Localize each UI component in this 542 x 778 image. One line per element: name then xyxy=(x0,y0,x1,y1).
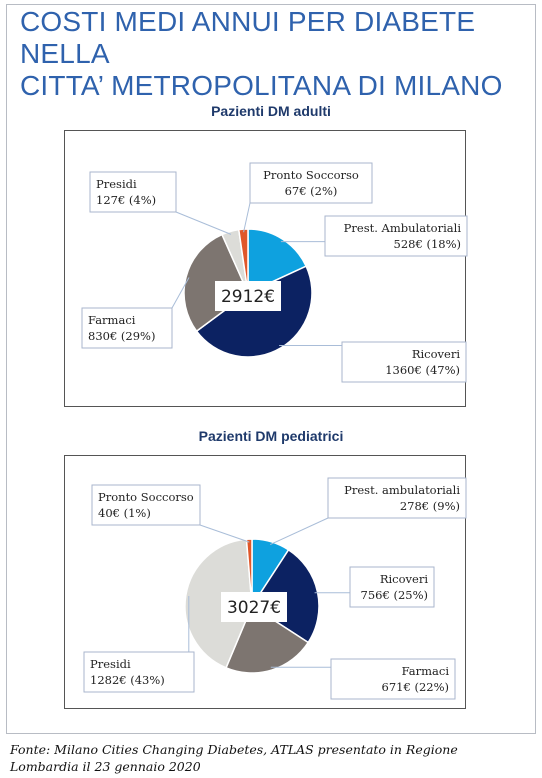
pediatric-slice-far xyxy=(225,604,310,674)
pediatric-leader-ps xyxy=(199,524,250,543)
page-title-line-1: COSTI MEDI ANNUI PER DIABETE NELLA xyxy=(20,6,476,69)
adult-leader-far xyxy=(171,277,190,309)
source-note-line-1: Fonte: Milano Cities Changing Diabetes, … xyxy=(10,742,458,757)
adult-leader-pre xyxy=(175,211,232,235)
adult-leader-lines xyxy=(171,202,342,346)
pediatric-label-pre-value: 1282€ (43%) xyxy=(90,673,165,687)
pediatric-slice-labels: Prest. ambulatoriali 278€ (9%) Ricoveri 756… xyxy=(83,477,467,700)
pediatric-label-ps-value: 40€ (1%) xyxy=(98,506,151,520)
adult-label-ps-value: 67€ (2%) xyxy=(285,184,338,198)
adult-label-amb-value: 528€ (18%) xyxy=(394,237,461,251)
pediatric-label-ric-name: Ricoveri xyxy=(380,572,429,586)
adult-slice-ps xyxy=(237,228,249,294)
pediatric-label-far: Farmaci 671€ (22%) xyxy=(330,658,456,700)
adult-label-ric-name: Ricoveri xyxy=(412,347,461,361)
pediatric-slice-pre xyxy=(184,538,253,669)
pediatric-label-ric-value: 756€ (25%) xyxy=(361,588,428,602)
pediatric-leader-lines xyxy=(188,517,350,668)
adult-label-pre: Presidi 127€ (4%) xyxy=(89,171,177,213)
adult-label-pre-name: Presidi xyxy=(96,177,137,191)
pediatric-label-ric: Ricoveri 756€ (25%) xyxy=(349,566,435,608)
adult-total-value: 2912€ xyxy=(221,287,275,307)
pediatric-label-ps: Pronto Soccorso 40€ (1%) xyxy=(91,484,201,526)
page-title-line-2: CITTA’ METROPOLITANA DI MILANO xyxy=(20,70,503,101)
pediatric-leader-amb xyxy=(269,517,329,546)
adult-slice-ric xyxy=(195,265,313,358)
adult-label-ps-name: Pronto Soccorso xyxy=(263,168,359,182)
pediatric-label-ps-name: Pronto Soccorso xyxy=(98,490,194,504)
pediatric-chart-box xyxy=(64,455,466,709)
adult-label-ric: Ricoveri 1360€ (47%) xyxy=(341,341,467,383)
adult-label-ps: Pronto Soccorso 67€ (2%) xyxy=(249,162,373,204)
adult-chart-box xyxy=(64,130,466,407)
adult-pie-slices xyxy=(183,228,313,358)
adult-pie-chart: Prest. Ambulatoriali 528€ (18%) Ricoveri 13… xyxy=(81,162,468,383)
adult-label-amb-name: Prest. Ambulatoriali xyxy=(344,221,462,235)
adult-total-label: 2912€ xyxy=(215,281,281,311)
page-title: COSTI MEDI ANNUI PER DIABETE NELLA CITTA… xyxy=(20,6,530,102)
pediatric-label-pre: Presidi 1282€ (43%) xyxy=(83,651,195,693)
pediatric-label-pre-name: Presidi xyxy=(90,657,131,671)
pediatric-total-value: 3027€ xyxy=(227,598,281,618)
pediatric-label-amb-value: 278€ (9%) xyxy=(400,499,460,513)
pediatric-pie-chart: Prest. ambulatoriali 278€ (9%) Ricoveri 756… xyxy=(83,477,467,700)
source-note: Fonte: Milano Cities Changing Diabetes, … xyxy=(10,741,535,775)
source-note-line-2: Lombardia il 23 gennaio 2020 xyxy=(10,759,201,774)
adult-slice-labels: Prest. Ambulatoriali 528€ (18%) Ricoveri 13… xyxy=(81,162,468,383)
pediatric-label-amb-name: Prest. ambulatoriali xyxy=(344,483,460,497)
adult-label-ric-value: 1360€ (47%) xyxy=(385,363,460,377)
pediatric-label-far-name: Farmaci xyxy=(402,664,450,678)
adult-label-amb: Prest. Ambulatoriali 528€ (18%) xyxy=(324,215,468,257)
pediatric-label-amb: Prest. ambulatoriali 278€ (9%) xyxy=(327,477,467,519)
adult-chart-title: Pazienti DM adulti xyxy=(211,103,331,119)
adult-slice-amb xyxy=(247,228,308,295)
adult-label-far-name: Farmaci xyxy=(88,313,136,327)
adult-label-far-value: 830€ (29%) xyxy=(88,329,155,343)
pediatric-slice-ps xyxy=(245,538,253,607)
adult-leader-ps xyxy=(243,202,251,233)
pediatric-chart-title: Pazienti DM pediatrici xyxy=(198,428,344,444)
adult-label-pre-value: 127€ (4%) xyxy=(96,193,156,207)
adult-label-far: Farmaci 830€ (29%) xyxy=(81,307,173,349)
figure-frame xyxy=(6,4,536,734)
pediatric-label-far-value: 671€ (22%) xyxy=(382,680,449,694)
pediatric-total-label: 3027€ xyxy=(221,592,287,622)
